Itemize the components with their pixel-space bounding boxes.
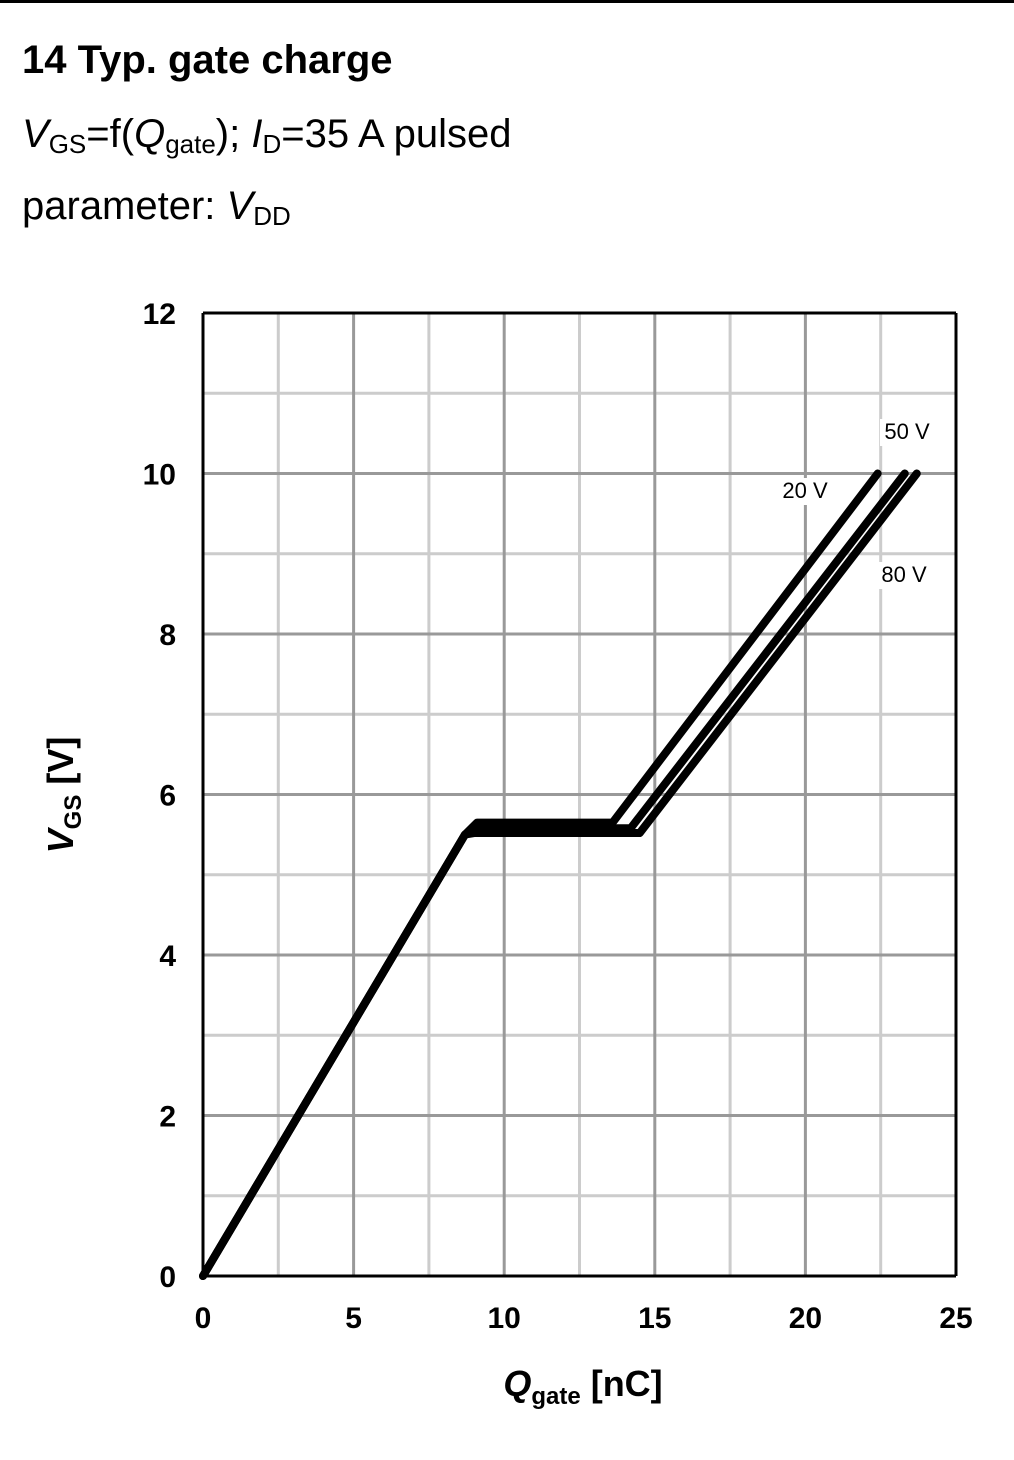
chart-formula: VGS=f(Qgate); ID=35 A pulsed [22, 106, 622, 162]
series-line-3 [199, 469, 921, 1280]
x-tick-label: 0 [195, 1302, 212, 1335]
param-v-subscript: DD [253, 201, 291, 231]
x-tick-label: 20 [789, 1302, 822, 1335]
chart-header: 14 Typ. gate charge VGS=f(Qgate); ID=35 … [22, 34, 622, 234]
series-label-1: 20 V [782, 478, 828, 503]
x-tick-label: 10 [488, 1302, 521, 1335]
y-axis-label: VGS [V] [40, 737, 87, 854]
formula-v-symbol: V [22, 112, 49, 156]
y-tick-label: 4 [159, 940, 176, 973]
y-tick-label: 10 [143, 459, 176, 492]
plot-frame [201, 311, 958, 1278]
top-rule [0, 0, 1014, 3]
chart-title: 14 Typ. gate charge [22, 38, 393, 82]
formula-close: ); [215, 112, 252, 156]
x-axis-label: Qgate [nC] [503, 1363, 662, 1410]
formula-v-subscript: GS [48, 129, 87, 159]
grid-major [203, 313, 956, 1276]
chart-parameter: parameter: VDD [22, 178, 622, 234]
y-tick-label: 2 [159, 1101, 176, 1134]
formula-f: =f( [86, 112, 135, 156]
series-label-bg-2 [880, 419, 934, 446]
param-v-symbol: V [226, 184, 254, 228]
series-label-3: 80 V [881, 562, 927, 587]
x-tick-labels: 0 5 10 15 20 25 [195, 1302, 973, 1335]
formula-i-symbol: I [251, 112, 263, 156]
y-tick-label: 8 [159, 619, 176, 652]
y-tick-label: 6 [159, 780, 176, 813]
x-tick-label: 15 [638, 1302, 671, 1335]
param-prefix: parameter: [22, 184, 227, 228]
formula-q-symbol: Q [134, 112, 166, 156]
formula-q-subscript: gate [165, 129, 216, 159]
series-label-bg-1 [778, 478, 832, 505]
series-label-bg-3 [877, 562, 931, 589]
series-lines [199, 469, 921, 1280]
series-label-2: 50 V [884, 419, 930, 444]
y-tick-label: 0 [159, 1261, 176, 1294]
formula-i-subscript: D [262, 129, 282, 159]
formula-rest: =35 A pulsed [281, 112, 512, 156]
y-tick-labels: 0 2 4 6 8 10 12 [143, 298, 177, 1294]
series-labels: 20 V 50 V 80 V [778, 419, 934, 589]
x-tick-label: 5 [345, 1302, 362, 1335]
y-tick-label: 12 [143, 298, 176, 331]
x-tick-label: 25 [939, 1302, 972, 1335]
